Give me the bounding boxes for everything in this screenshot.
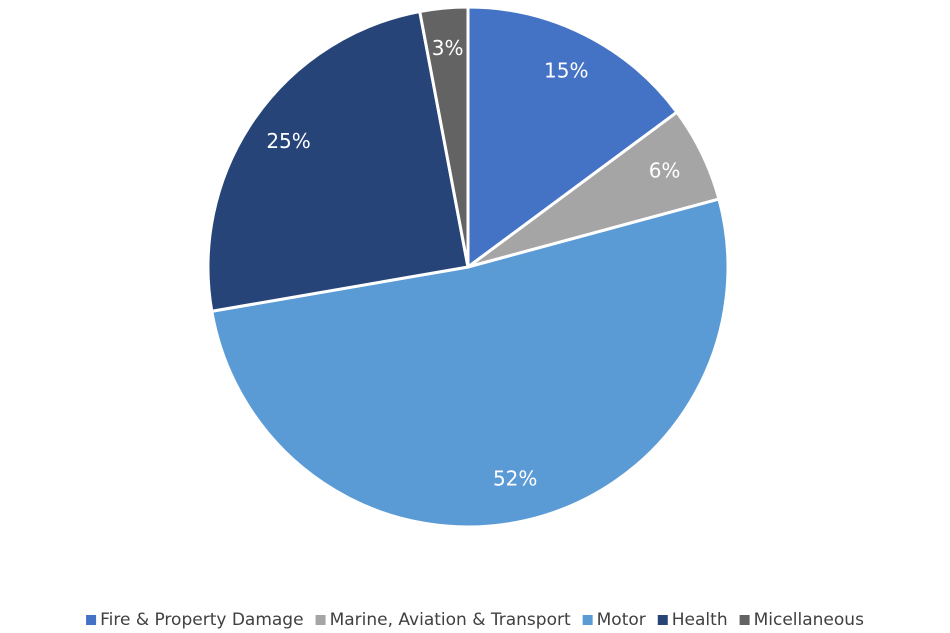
legend-label: Micellaneous <box>754 610 864 630</box>
legend-label: Motor <box>597 610 646 630</box>
legend-swatch <box>86 615 97 625</box>
pie-slice <box>466 5 680 270</box>
legend-label: Health <box>672 610 728 630</box>
legend-swatch <box>739 615 750 625</box>
slice-label: 3% <box>432 36 464 60</box>
pie-slice <box>206 9 470 313</box>
slice-label: 6% <box>649 158 681 182</box>
slice-label: 52% <box>493 467 537 491</box>
legend-label: Fire & Property Damage <box>100 610 303 630</box>
pie-slice <box>418 5 470 268</box>
pie-slice <box>210 197 730 529</box>
slice-label: 15% <box>544 58 588 82</box>
legend: Fire & Property Damage Marine, Aviation &… <box>86 610 864 630</box>
legend-swatch <box>582 615 593 625</box>
legend-swatch <box>315 615 326 625</box>
slice-label: 25% <box>266 129 310 153</box>
legend-swatch <box>657 615 668 625</box>
legend-label: Marine, Aviation & Transport <box>330 610 571 630</box>
